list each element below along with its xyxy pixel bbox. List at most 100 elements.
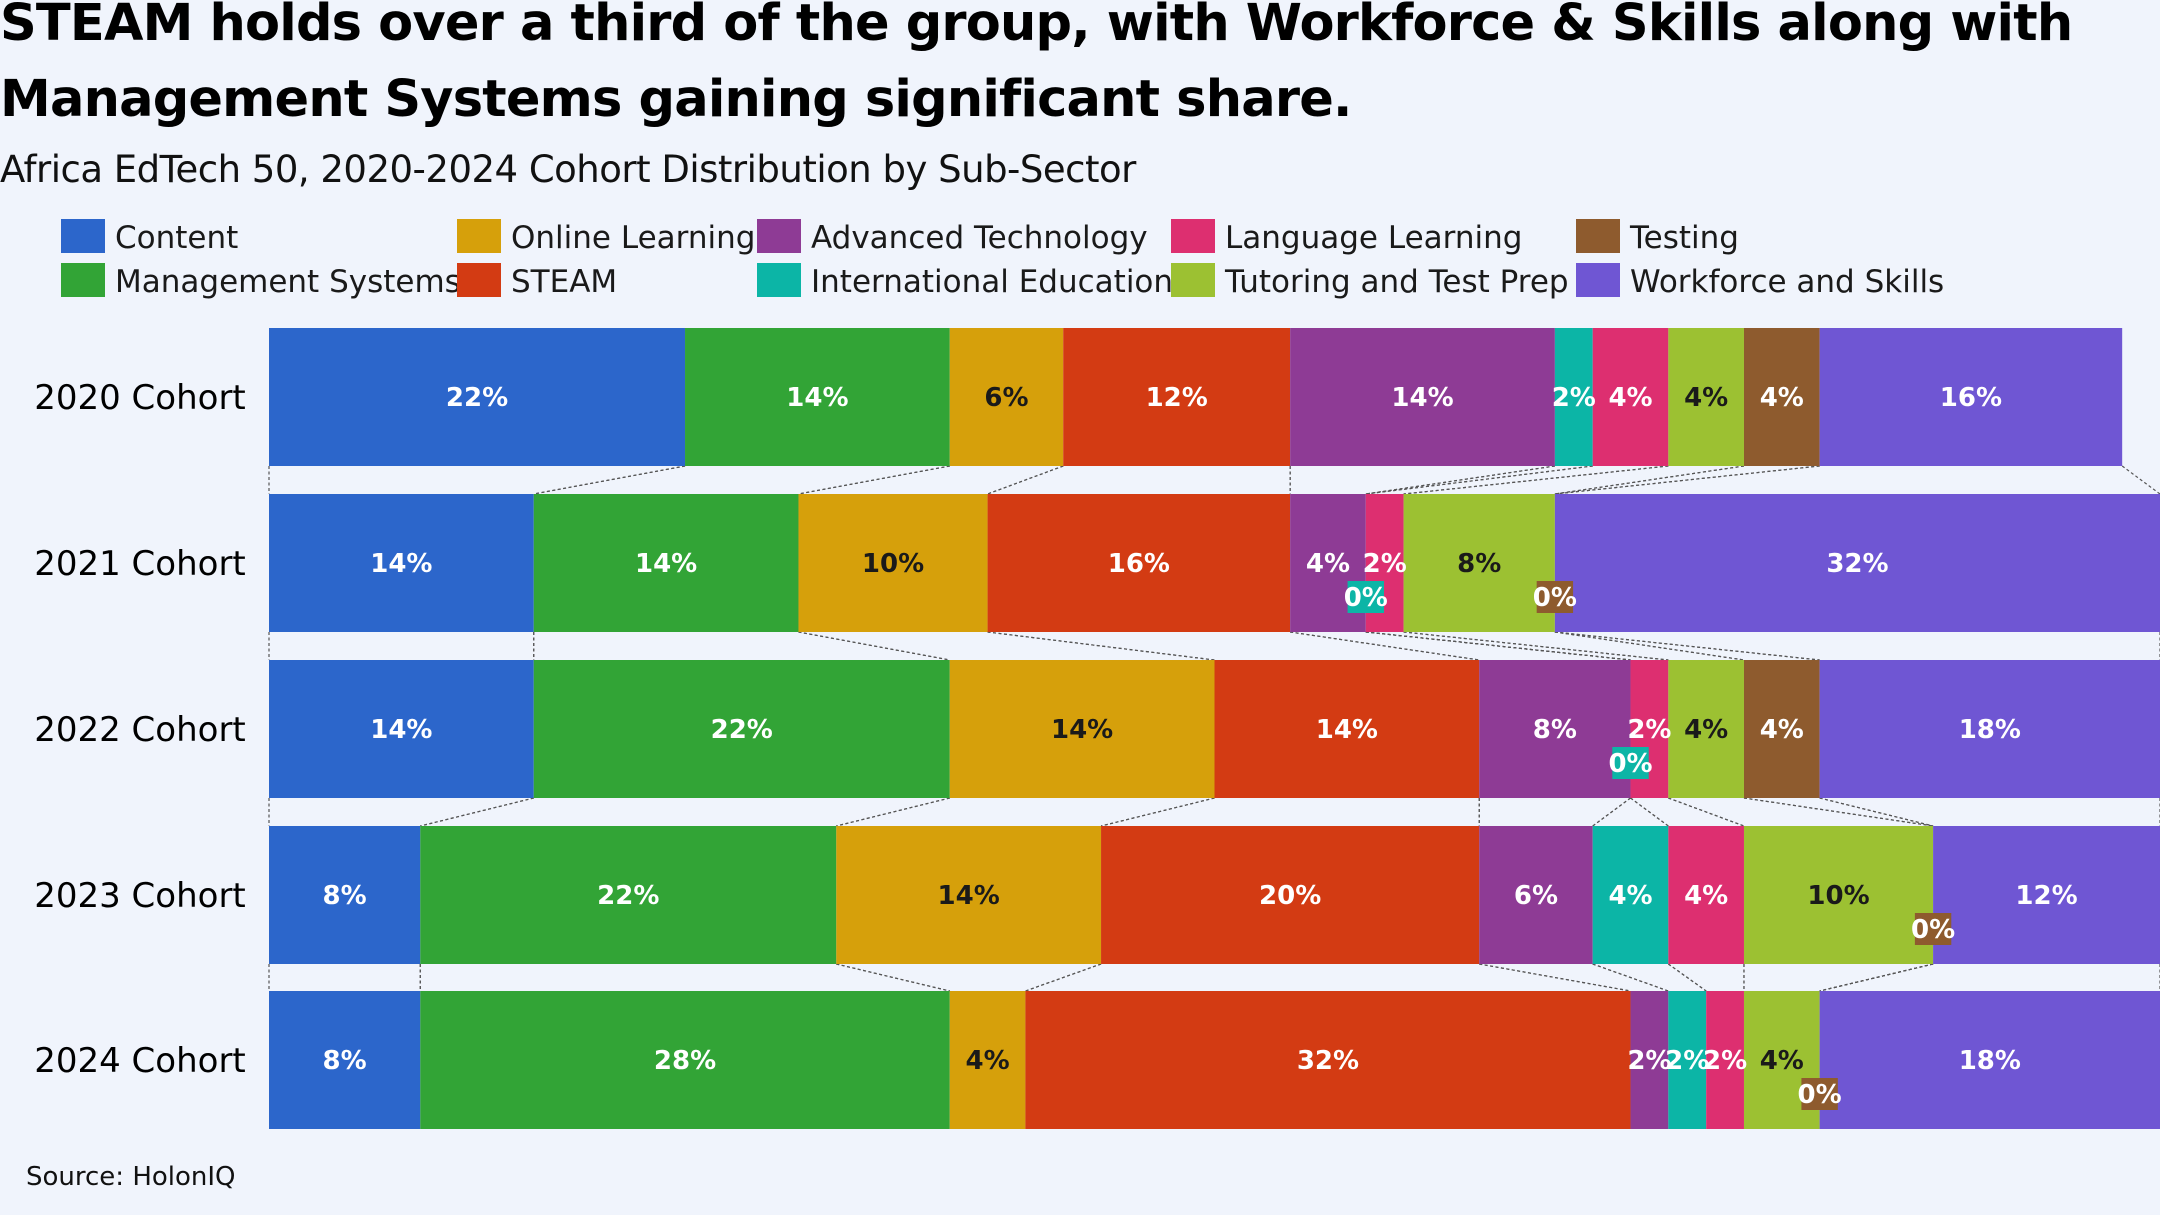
connector-line [836, 797, 950, 827]
bar-segment-online-learning [836, 826, 1102, 964]
legend-swatch [1171, 219, 1215, 253]
data-label: 14% [370, 715, 432, 745]
data-label: 14% [1316, 715, 1378, 745]
bar-segment-steam [1063, 328, 1291, 466]
data-label: 22% [446, 383, 508, 413]
bar-segment-content [269, 991, 421, 1129]
data-label-text: 0% [1533, 583, 1577, 613]
connector-line [798, 631, 950, 661]
connector-line [1554, 631, 1745, 661]
data-label: 2% [1552, 383, 1596, 413]
data-label-text: 4% [1760, 715, 1804, 745]
bar-segment-tutoring-and-test-prep [1743, 826, 1934, 964]
data-label-text: 8% [1457, 549, 1501, 579]
data-label: 4% [1684, 715, 1728, 745]
data-label-text: 6% [984, 383, 1028, 413]
data-label-text: 20% [1259, 881, 1321, 911]
legend-swatch [457, 263, 501, 297]
data-label: 4% [1760, 715, 1804, 745]
data-label-text: 2% [1363, 549, 1407, 579]
bar-segment-online-learning [949, 991, 1026, 1129]
legend-swatch [757, 219, 801, 253]
data-label-text: 10% [1807, 881, 1869, 911]
data-label-text: 22% [711, 715, 773, 745]
data-label-text: 12% [1146, 383, 1208, 413]
connector-line [1819, 797, 1934, 827]
bar-segment-testing [1743, 660, 1820, 798]
bar-segment-language-learning [1592, 328, 1669, 466]
bar-segment-management-systems [533, 494, 799, 632]
legend-item-tutoring-and-test-prep: Tutoring and Test Prep [1171, 263, 1569, 300]
data-label: 8% [1457, 549, 1501, 579]
data-label-text: 14% [370, 549, 432, 579]
data-label: 20% [1259, 881, 1321, 911]
data-label-text: 14% [635, 549, 697, 579]
data-label: 4% [1608, 383, 1652, 413]
data-label: 10% [862, 549, 924, 579]
data-label: 0% [1911, 913, 1955, 945]
data-label: 4% [1760, 383, 1804, 413]
data-label-text: 0% [1911, 915, 1955, 945]
connector-line [798, 465, 950, 495]
data-label-text: 8% [323, 1046, 367, 1076]
chart-subtitle: Africa EdTech 50, 2020-2024 Cohort Distr… [0, 148, 1136, 191]
legend: Content Management Systems Online Learning… [61, 219, 1944, 300]
data-label-text: 2% [1627, 715, 1671, 745]
data-label: 10% [1807, 881, 1869, 911]
data-label-text: 18% [1959, 1046, 2021, 1076]
legend-swatch [1171, 263, 1215, 297]
bar-segment-advanced-technology [1479, 660, 1631, 798]
legend-item-advanced-technology: Advanced Technology [757, 219, 1148, 256]
data-label-text: 16% [1940, 383, 2002, 413]
data-label: 14% [786, 383, 848, 413]
legend-item-international-education: International Education [757, 263, 1173, 300]
bar-segment-online-learning [949, 660, 1215, 798]
data-label-text: 4% [966, 1046, 1010, 1076]
data-label-text: 22% [446, 383, 508, 413]
bar-segment-steam [987, 494, 1291, 632]
data-label: 14% [1051, 715, 1113, 745]
data-label-text: 0% [1608, 749, 1652, 779]
data-label-box [1612, 747, 1649, 779]
data-label-text: 0% [1798, 1080, 1842, 1110]
data-label-text: 4% [1306, 549, 1350, 579]
data-label: 2% [1363, 549, 1407, 579]
connector-line [1743, 797, 1934, 827]
data-label-box [1347, 581, 1384, 613]
connector-line [1554, 631, 1820, 661]
bar-segment-workforce-and-skills [1819, 660, 2160, 798]
data-label: 2% [1627, 1046, 1671, 1076]
bar-segment-content [269, 826, 421, 964]
connector-line [836, 963, 950, 992]
connector-line [1668, 797, 1745, 827]
legend-swatch [457, 219, 501, 253]
legend-item-management-systems: Management Systems [61, 263, 461, 300]
legend-label: Tutoring and Test Prep [1224, 264, 1569, 300]
data-label-text: 2% [1665, 1046, 1709, 1076]
data-label: 14% [938, 881, 1000, 911]
connector-line [420, 797, 534, 827]
data-label: 28% [654, 1046, 716, 1076]
legend-item-content: Content [61, 219, 238, 256]
data-label-text: 4% [1684, 881, 1728, 911]
bar-segment-management-systems [533, 660, 950, 798]
data-label: 18% [1959, 1046, 2021, 1076]
connector-line [1667, 963, 1707, 992]
bar-segment-management-systems [420, 991, 950, 1129]
legend-label: Online Learning [511, 220, 755, 256]
legend-label: Testing [1629, 220, 1739, 256]
bar-segment-workforce-and-skills [1819, 328, 2123, 466]
legend-item-workforce-and-skills: Workforce and Skills [1576, 263, 1944, 300]
data-label-text: 14% [1316, 715, 1378, 745]
legend-item-language-learning: Language Learning [1171, 219, 1522, 256]
data-label: 0% [1344, 581, 1388, 613]
connector-line [1403, 465, 1669, 495]
legend-label: STEAM [511, 264, 617, 300]
data-label: 8% [1533, 715, 1577, 745]
data-label: 2% [1703, 1046, 1747, 1076]
data-label-text: 32% [1297, 1046, 1359, 1076]
bar-segment-advanced-technology [1290, 328, 1555, 466]
legend-swatch [757, 263, 801, 297]
data-label-text: 14% [938, 881, 1000, 911]
legend-label: Workforce and Skills [1630, 264, 1944, 300]
